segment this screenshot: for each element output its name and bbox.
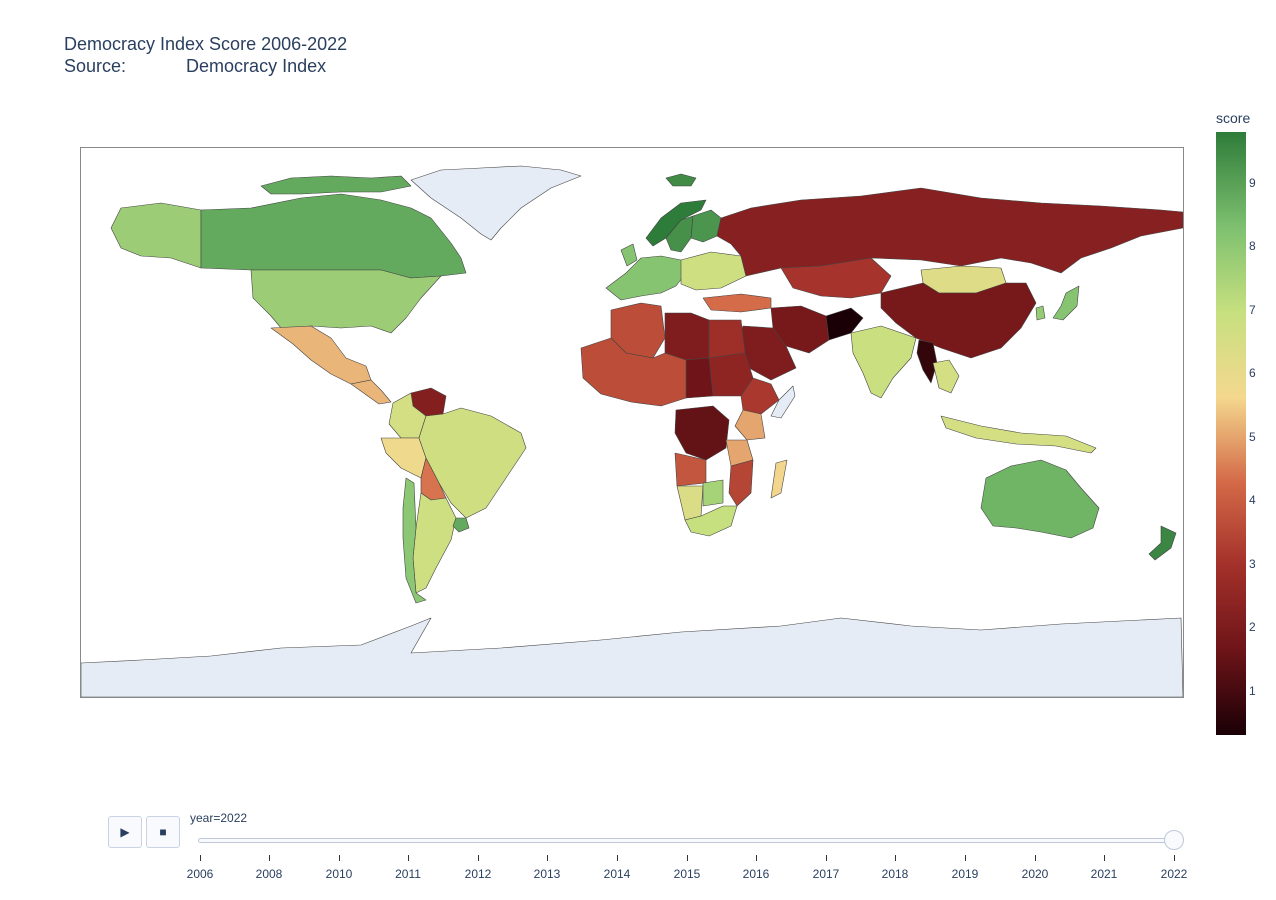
slider-current-value: year=2022 xyxy=(190,811,248,825)
region-thailand[interactable] xyxy=(932,359,960,394)
slider-tick-label[interactable]: 2016 xyxy=(742,867,770,881)
region-south-korea[interactable] xyxy=(1035,305,1046,321)
slider-tick-label[interactable]: 2020 xyxy=(1021,867,1049,881)
colorbar-tick-label: 6 xyxy=(1249,366,1256,381)
region-new-zealand[interactable] xyxy=(1148,525,1177,561)
map-canvas[interactable] xyxy=(81,148,1183,697)
region-canada-islands[interactable] xyxy=(260,175,412,195)
colorbar-tick-label: 8 xyxy=(1249,239,1256,254)
colorbar-tick-label: 4 xyxy=(1249,493,1256,508)
region-uk[interactable] xyxy=(620,243,638,267)
slider-tick-mark xyxy=(339,855,340,861)
chart-title: Democracy Index Score 2006-2022 Source: … xyxy=(64,33,347,77)
title-line-2: Source: Democracy Index xyxy=(64,56,327,76)
slider-tick-mark xyxy=(200,855,201,861)
slider-tick-label[interactable]: 2015 xyxy=(673,867,701,881)
play-button[interactable]: ▶ xyxy=(108,816,142,848)
slider-tick-mark xyxy=(617,855,618,861)
slider-tick-mark xyxy=(826,855,827,861)
region-eastern-europe[interactable] xyxy=(680,251,747,291)
slider-tick-label[interactable]: 2018 xyxy=(881,867,909,881)
slider-tick-label[interactable]: 2006 xyxy=(186,867,214,881)
region-iceland[interactable] xyxy=(665,173,697,187)
colorbar-tick-label: 7 xyxy=(1249,302,1256,317)
slider-tick-label[interactable]: 2013 xyxy=(533,867,561,881)
colorbar-tick-label: 9 xyxy=(1249,175,1256,190)
region-chad[interactable] xyxy=(685,357,714,399)
slider-tick-label[interactable]: 2021 xyxy=(1090,867,1118,881)
region-antarctica[interactable] xyxy=(81,617,1183,697)
year-slider-handle[interactable] xyxy=(1164,830,1184,850)
slider-tick-label[interactable]: 2014 xyxy=(603,867,631,881)
slider-tick-label[interactable]: 2017 xyxy=(812,867,840,881)
region-australia[interactable] xyxy=(980,459,1100,539)
slider-tick-mark xyxy=(478,855,479,861)
region-chile[interactable] xyxy=(402,477,427,604)
slider-tick-mark xyxy=(408,855,409,861)
slider-tick-mark xyxy=(1104,855,1105,861)
region-dr-congo[interactable] xyxy=(674,405,730,461)
title-line-1: Democracy Index Score 2006-2022 xyxy=(64,34,348,54)
colorbar-tick-label: 2 xyxy=(1249,620,1256,635)
play-icon: ▶ xyxy=(120,825,130,839)
colorbar-tick-label: 1 xyxy=(1249,683,1256,698)
region-libya[interactable] xyxy=(664,312,710,361)
slider-tick-mark xyxy=(547,855,548,861)
slider-tick-mark xyxy=(965,855,966,861)
world-map[interactable] xyxy=(80,147,1184,698)
colorbar-tick-label: 3 xyxy=(1249,556,1256,571)
slider-tick-label[interactable]: 2010 xyxy=(325,867,353,881)
region-japan[interactable] xyxy=(1052,285,1080,321)
slider-tick-mark xyxy=(895,855,896,861)
slider-tick-label[interactable]: 2011 xyxy=(395,867,421,881)
region-afghanistan[interactable] xyxy=(825,307,864,341)
region-norway[interactable] xyxy=(645,199,707,247)
region-egypt[interactable] xyxy=(708,319,746,359)
region-south-africa[interactable] xyxy=(684,505,738,537)
region-botswana[interactable] xyxy=(702,479,724,507)
region-myanmar[interactable] xyxy=(916,339,938,384)
region-kenya[interactable] xyxy=(734,409,766,441)
slider-tick-label[interactable]: 2008 xyxy=(255,867,283,881)
colorbar xyxy=(1216,132,1246,735)
region-indonesia[interactable] xyxy=(940,415,1097,454)
slider-tick-label[interactable]: 2019 xyxy=(951,867,979,881)
region-turkey[interactable] xyxy=(702,293,772,313)
year-slider-rail[interactable] xyxy=(198,838,1176,843)
slider-tick-mark xyxy=(1174,855,1175,861)
slider-tick-mark xyxy=(269,855,270,861)
colorbar-tick-label: 5 xyxy=(1249,429,1256,444)
slider-tick-label[interactable]: 2012 xyxy=(464,867,492,881)
slider-tick-mark xyxy=(1035,855,1036,861)
slider-tick-mark xyxy=(687,855,688,861)
region-central-america[interactable] xyxy=(350,379,392,405)
colorbar-title: score xyxy=(1216,110,1251,126)
region-united-states[interactable] xyxy=(250,269,442,334)
region-china[interactable] xyxy=(880,282,1037,359)
region-india[interactable] xyxy=(850,325,917,399)
stop-icon: ■ xyxy=(159,825,167,839)
region-madagascar[interactable] xyxy=(770,459,788,499)
region-alaska[interactable] xyxy=(110,202,202,269)
region-somalia[interactable] xyxy=(770,385,796,419)
region-uruguay[interactable] xyxy=(452,517,470,533)
region-west-africa[interactable] xyxy=(580,337,687,407)
stop-button[interactable]: ■ xyxy=(146,816,180,848)
slider-tick-mark xyxy=(756,855,757,861)
year-slider-ticks: 2006 2008 2010 2011 2012 2013 2014 2015 2016 2017… xyxy=(0,855,1276,885)
region-mozambique[interactable] xyxy=(728,459,754,507)
region-greenland[interactable] xyxy=(410,165,582,241)
slider-tick-label[interactable]: 2022 xyxy=(1160,867,1188,881)
